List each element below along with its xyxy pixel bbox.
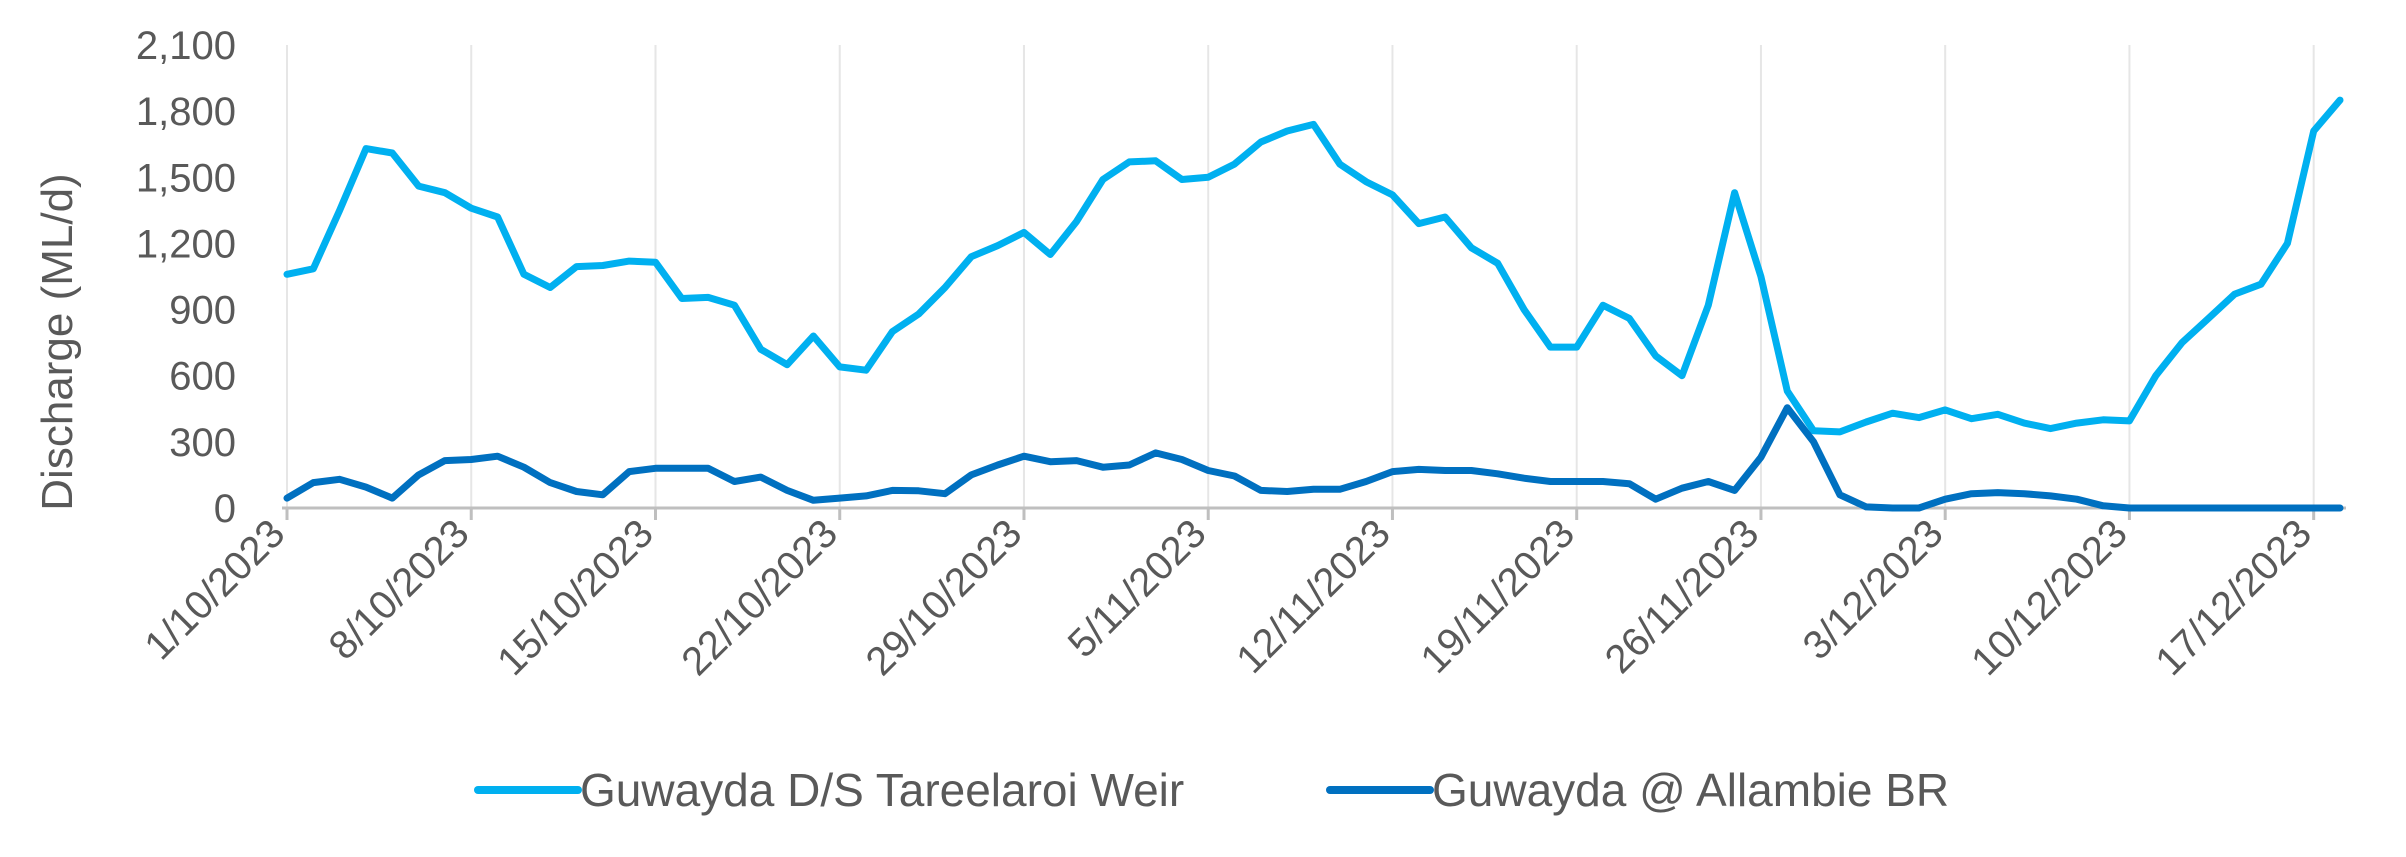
vertical-gridlines: [285, 45, 2316, 520]
series-line-2: [283, 404, 2344, 512]
y-tick-label: 1,800: [136, 90, 236, 134]
y-tick-label: 1,500: [136, 156, 236, 200]
y-tick-label: 900: [169, 289, 236, 333]
series-lines: [283, 96, 2344, 512]
x-tick-label: 29/10/2023: [858, 511, 1031, 684]
y-tick-label: 300: [169, 421, 236, 465]
legend-label: Guwayda @ Allambie BR: [1432, 764, 1949, 816]
x-tick-label: 22/10/2023: [673, 511, 846, 684]
series-line-1: [283, 96, 2344, 436]
x-tick-label: 17/12/2023: [2147, 511, 2320, 684]
x-tick-label: 1/10/2023: [136, 511, 293, 668]
y-tick-label: 1,200: [136, 222, 236, 266]
x-tick-label: 3/12/2023: [1795, 511, 1952, 668]
x-tick-label: 26/11/2023: [1597, 511, 1768, 682]
x-tick-label: 12/11/2023: [1228, 511, 1399, 682]
x-axis-tick-labels: 1/10/2023 8/10/2023 15/10/2023 22/10/2023 29…: [136, 511, 2320, 684]
y-axis-title: Discharge (ML/d): [33, 173, 82, 510]
x-tick-label: 8/10/2023: [321, 511, 478, 668]
x-tick-label: 15/10/2023: [489, 511, 662, 684]
x-tick-label: 10/12/2023: [1963, 511, 2136, 684]
legend-label: Guwayda D/S Tareelaroi Weir: [580, 764, 1184, 816]
y-tick-label: 600: [169, 355, 236, 399]
y-tick-label: 2,100: [136, 24, 236, 68]
legend: Guwayda D/S Tareelaroi Weir Guwayda @ All…: [474, 764, 1949, 816]
x-tick-label: 19/11/2023: [1412, 511, 1583, 682]
x-tick-label: 5/11/2023: [1060, 511, 1215, 666]
y-tick-label: 0: [214, 487, 236, 531]
y-axis-tick-labels: 0 300 600 900 1,200 1,500 1,800 2,100: [136, 24, 236, 531]
